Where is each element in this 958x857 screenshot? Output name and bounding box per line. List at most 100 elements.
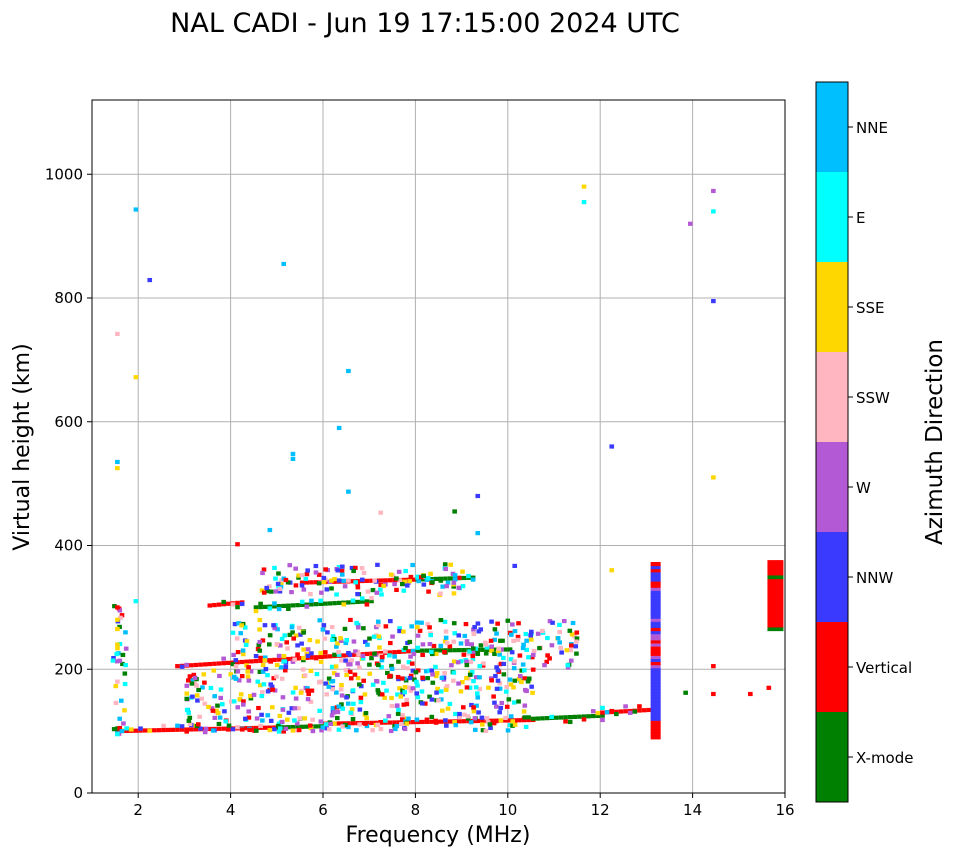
column-mark [650,645,661,650]
echo-mark [301,658,306,663]
echo-mark [467,649,472,654]
echo-mark [494,704,499,709]
echo-mark [510,719,516,724]
echo-mark [540,628,545,633]
trace-mark [503,647,508,652]
echo-mark [326,676,332,681]
echo-mark [395,674,401,680]
echo-mark [468,659,474,665]
echo-mark [256,705,261,711]
trace-mark [415,648,420,653]
echo-mark [326,684,331,689]
trace-mark [225,601,231,606]
echo-mark [239,727,245,732]
echo-mark [233,658,239,663]
echo-mark [261,590,267,595]
trace-mark [221,726,226,731]
echo-mark [230,602,236,607]
echo-mark [471,627,476,632]
echo-mark [323,567,328,572]
echo-mark [202,701,208,706]
echo-mark [216,721,222,727]
echo-mark [521,668,527,673]
trace-mark [170,727,176,732]
echo-mark [346,724,351,730]
echo-mark [528,633,533,638]
data-point [117,716,123,721]
trace-mark [286,656,291,662]
trace-mark [618,709,624,714]
echo-mark [379,658,385,663]
echo-mark [400,664,406,669]
echo-mark [274,662,280,668]
echo-mark [272,626,277,631]
echo-mark [184,729,189,734]
echo-mark [542,663,547,668]
echo-mark [499,647,504,652]
echo-mark [409,661,415,666]
echo-mark [347,669,353,675]
echo-mark [187,715,193,720]
echo-mark [329,713,335,718]
echo-mark [464,662,470,668]
echo-mark [379,665,384,670]
echo-mark [574,630,580,635]
colorbar-segment-w [816,442,848,532]
echo-mark [186,718,192,723]
echo-mark [451,639,456,644]
data-point [609,444,615,449]
echo-mark [510,723,515,728]
trace-mark [387,720,393,725]
column-mark [650,589,661,595]
echo-mark [186,678,191,683]
trace-mark [313,580,319,585]
column-mark [767,604,784,609]
column-mark [650,648,661,653]
column-mark [650,732,661,737]
echo-mark [258,601,263,606]
echo-mark [445,580,451,585]
echo-mark [526,676,532,681]
trace-mark [359,599,365,604]
column-mark [650,670,661,675]
echo-mark [279,676,285,681]
echo-mark [600,705,605,710]
echo-mark [271,623,276,628]
data-point [133,375,139,380]
echo-mark [383,624,389,629]
echo-mark [438,578,444,583]
echo-mark [261,682,267,687]
column-mark [650,701,661,706]
echo-mark [477,675,482,680]
trace-mark [433,648,439,653]
echo-mark [225,727,231,732]
echo-mark [369,656,374,661]
data-point [655,679,661,684]
trace-mark [179,727,185,732]
echo-mark [400,676,405,681]
echo-mark [222,709,227,714]
echo-mark [281,729,287,734]
trace-mark [438,648,444,653]
trace-mark [193,727,199,732]
echo-mark [301,655,306,661]
echo-mark [375,722,381,727]
trace-mark [641,708,647,713]
trace-mark [364,651,370,657]
echo-mark [424,717,430,722]
column-mark [650,568,661,573]
column-mark [767,567,784,572]
echo-mark [529,655,535,660]
echo-mark [340,564,345,569]
trace-mark [216,602,222,607]
echo-mark [487,722,493,727]
echo-mark [395,711,401,716]
colorbar-tick-label: SSW [856,389,890,407]
data-point [267,527,273,533]
data-point [117,725,123,731]
trace-mark [276,657,282,662]
echo-mark [187,721,193,727]
echo-mark [375,619,381,624]
echo-mark [401,702,407,707]
